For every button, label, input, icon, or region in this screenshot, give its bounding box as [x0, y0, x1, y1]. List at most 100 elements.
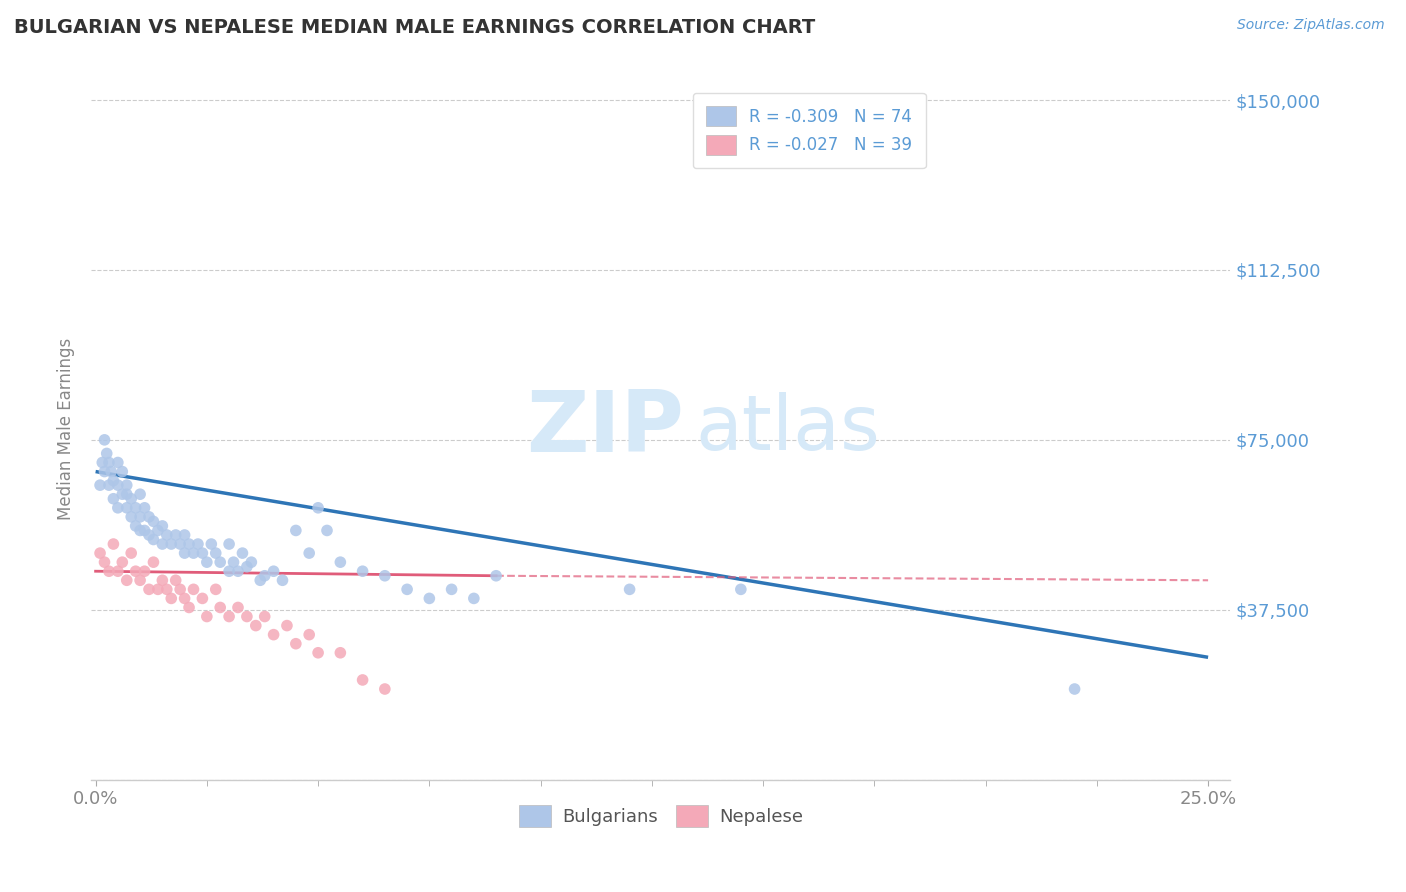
Point — [218, 537, 240, 551]
Point — [284, 637, 307, 651]
Point — [165, 574, 187, 588]
Point — [89, 478, 111, 492]
Point — [236, 559, 259, 574]
Point — [115, 574, 138, 588]
Point — [173, 546, 195, 560]
Point — [253, 568, 276, 582]
Point — [218, 609, 240, 624]
Point — [418, 591, 440, 606]
Point — [124, 519, 146, 533]
Legend: Bulgarians, Nepalese: Bulgarians, Nepalese — [512, 797, 810, 834]
Point — [165, 528, 187, 542]
Point — [115, 478, 138, 492]
Point — [226, 564, 249, 578]
Point — [134, 524, 156, 538]
Y-axis label: Median Male Earnings: Median Male Earnings — [58, 337, 75, 520]
Point — [396, 582, 419, 597]
Point — [146, 524, 169, 538]
Point — [100, 465, 122, 479]
Point — [97, 478, 120, 492]
Point — [150, 519, 173, 533]
Point — [183, 546, 205, 560]
Point — [120, 509, 142, 524]
Point — [120, 546, 142, 560]
Point — [111, 465, 134, 479]
Point — [142, 533, 165, 547]
Point — [329, 555, 352, 569]
Point — [107, 456, 129, 470]
Point — [103, 491, 125, 506]
Point — [284, 524, 307, 538]
Point — [129, 487, 152, 501]
Point — [195, 609, 218, 624]
Point — [138, 528, 160, 542]
Point — [352, 564, 374, 578]
Point — [329, 646, 352, 660]
Point — [191, 591, 214, 606]
Point — [169, 582, 191, 597]
Point — [226, 600, 249, 615]
Point — [107, 564, 129, 578]
Point — [138, 509, 160, 524]
Point — [111, 555, 134, 569]
Point — [263, 564, 285, 578]
Point — [124, 564, 146, 578]
Point — [146, 582, 169, 597]
Text: atlas: atlas — [695, 392, 880, 466]
Point — [142, 515, 165, 529]
Point — [307, 500, 329, 515]
Point — [156, 528, 179, 542]
Point — [134, 500, 156, 515]
Point — [298, 546, 321, 560]
Point — [271, 574, 294, 588]
Point — [160, 537, 183, 551]
Point — [173, 528, 195, 542]
Point — [240, 555, 263, 569]
Point — [107, 500, 129, 515]
Point — [218, 564, 240, 578]
Point — [222, 555, 245, 569]
Point — [91, 456, 114, 470]
Point — [177, 600, 200, 615]
Point — [107, 478, 129, 492]
Text: Source: ZipAtlas.com: Source: ZipAtlas.com — [1237, 18, 1385, 32]
Point — [463, 591, 485, 606]
Text: BULGARIAN VS NEPALESE MEDIAN MALE EARNINGS CORRELATION CHART: BULGARIAN VS NEPALESE MEDIAN MALE EARNIN… — [14, 18, 815, 37]
Point — [307, 646, 329, 660]
Point — [124, 500, 146, 515]
Point — [200, 537, 222, 551]
Point — [169, 537, 191, 551]
Point — [150, 574, 173, 588]
Point — [209, 555, 232, 569]
Point — [103, 537, 125, 551]
Point — [316, 524, 339, 538]
Point — [204, 546, 226, 560]
Point — [730, 582, 752, 597]
Point — [352, 673, 374, 687]
Point — [156, 582, 179, 597]
Point — [115, 500, 138, 515]
Point — [485, 568, 508, 582]
Point — [134, 564, 156, 578]
Point — [103, 474, 125, 488]
Point — [374, 681, 396, 696]
Point — [129, 524, 152, 538]
Point — [129, 574, 152, 588]
Point — [187, 537, 209, 551]
Point — [245, 618, 267, 632]
Point — [276, 618, 298, 632]
Point — [1063, 681, 1085, 696]
Point — [173, 591, 195, 606]
Point — [298, 627, 321, 641]
Point — [183, 582, 205, 597]
Point — [111, 487, 134, 501]
Point — [138, 582, 160, 597]
Point — [236, 609, 259, 624]
Point — [209, 600, 232, 615]
Point — [253, 609, 276, 624]
Point — [97, 564, 120, 578]
Point — [374, 568, 396, 582]
Point — [160, 591, 183, 606]
Point — [619, 582, 641, 597]
Point — [89, 546, 111, 560]
